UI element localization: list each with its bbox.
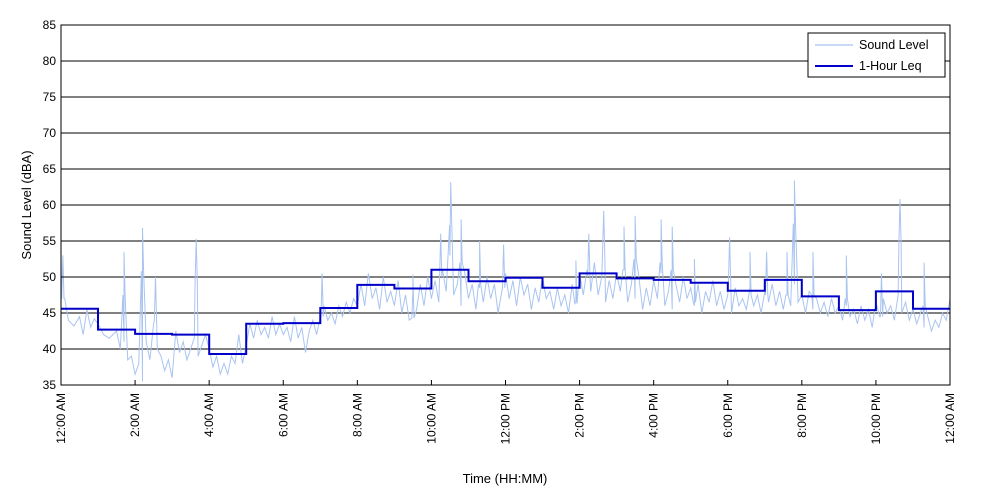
y-tick-label: 85 [43, 18, 57, 32]
y-tick-label: 60 [43, 198, 57, 212]
x-axis-ticks: 12:00 AM 2:00 AM 4:00 AM 6:00 AM 8:00 AM 10:0… [54, 380, 957, 444]
y-tick-label: 80 [43, 54, 57, 68]
x-tick-label: 12:00 AM [943, 393, 957, 444]
y-tick-label: 55 [43, 234, 57, 248]
y-tick-label: 75 [43, 90, 57, 104]
x-tick-label: 10:00 AM [424, 393, 438, 444]
x-tick-label: 8:00 PM [795, 393, 809, 438]
y-axis-ticks: 35 40 45 50 55 60 65 70 75 80 85 [43, 18, 66, 392]
legend: Sound Level 1-Hour Leq [807, 32, 946, 78]
y-axis-label: Sound Level (dBA) [19, 150, 34, 259]
leq-step-line [61, 268, 950, 355]
x-tick-label: 12:00 PM [499, 393, 513, 444]
legend-label-sound-level: Sound Level [859, 38, 929, 52]
x-tick-label: 2:00 AM [128, 393, 142, 437]
y-tick-label: 50 [43, 270, 57, 284]
legend-box [807, 32, 946, 78]
x-tick-label: 10:00 PM [869, 393, 883, 444]
x-tick-label: 8:00 AM [350, 393, 364, 437]
y-tick-label: 45 [43, 306, 57, 320]
leq-series [61, 268, 950, 355]
y-tick-label: 65 [43, 162, 57, 176]
y-tick-label: 40 [43, 342, 57, 356]
x-tick-label: 6:00 PM [721, 393, 735, 438]
x-tick-label: 2:00 PM [573, 393, 587, 438]
y-tick-label: 35 [43, 378, 57, 392]
x-tick-label: 4:00 PM [647, 393, 661, 438]
x-axis-label: Time (HH:MM) [463, 471, 548, 486]
y-tick-label: 70 [43, 126, 57, 140]
x-tick-label: 12:00 AM [54, 393, 68, 444]
x-tick-label: 4:00 AM [202, 393, 216, 437]
x-tick-label: 6:00 AM [276, 393, 290, 437]
legend-label-leq: 1-Hour Leq [859, 59, 922, 73]
